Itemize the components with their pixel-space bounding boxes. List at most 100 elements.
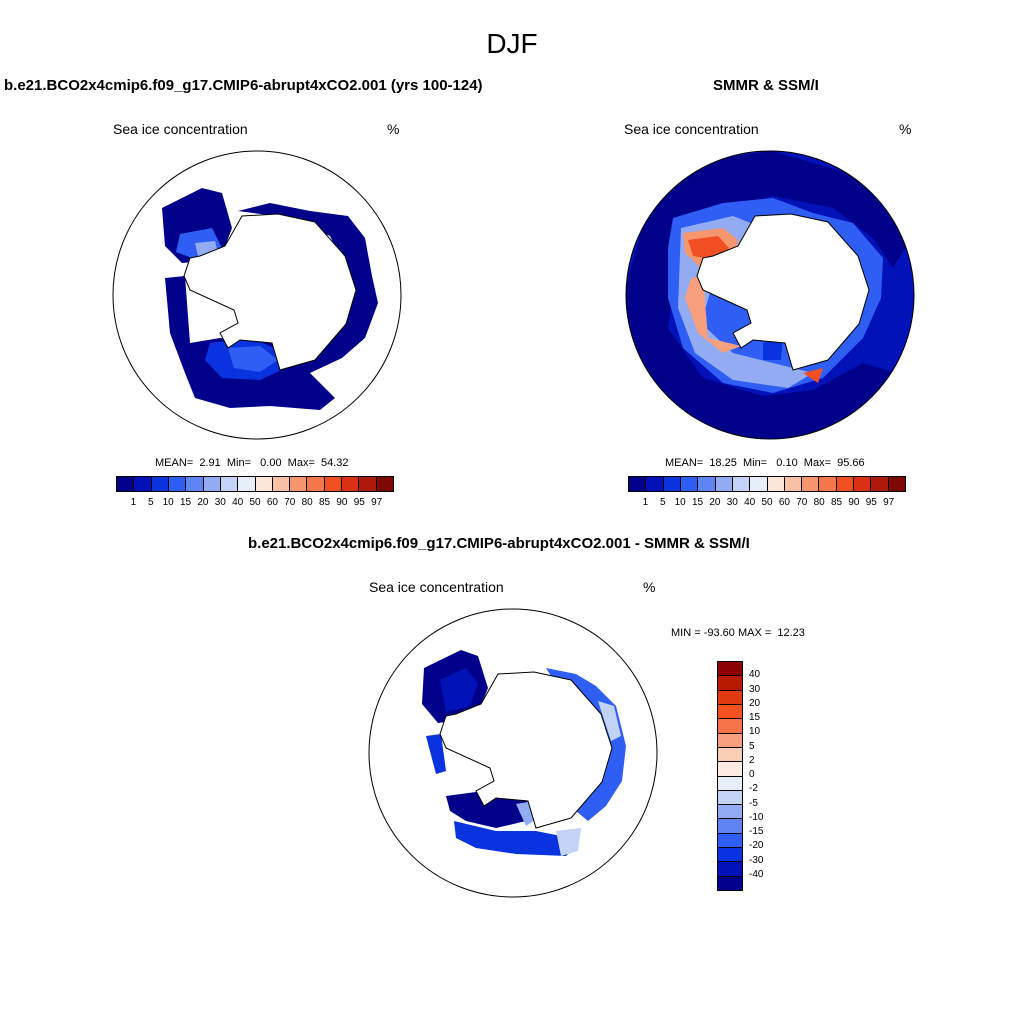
colorbar-tick-label: 30 [214, 497, 226, 508]
colorbar-swatch [718, 690, 742, 705]
colorbar-tick-label: 15 [691, 497, 704, 508]
colorbar-swatch [376, 477, 393, 491]
panel-2-unit-label: % [899, 121, 912, 137]
panel-3-antarctica-outline [439, 671, 613, 829]
colorbar-tick-label: 85 [318, 497, 331, 508]
colorbar-tick-label: 10 [749, 726, 761, 738]
colorbar-swatch [359, 477, 377, 491]
colorbar-swatch [151, 477, 169, 491]
colorbar-tick-label: 5 [659, 497, 666, 508]
panel-1-statistics: MEAN= 2.91 Min= 0.00 Max= 54.32 [155, 457, 349, 469]
colorbar-tick-label: -15 [749, 826, 764, 837]
colorbar-tick-label: -30 [749, 854, 764, 866]
panel-3-colorbar-labels: 40 30 20 15 10 5 2 0 -2 -5 -10 -15 -20 -30 -40 [749, 661, 789, 891]
colorbar-swatch [663, 477, 681, 491]
colorbar-swatch [888, 477, 905, 491]
colorbar-tick-label: 20 [709, 497, 721, 508]
panel-3-unit-label: % [643, 579, 656, 595]
colorbar-tick-label: 80 [301, 497, 313, 508]
colorbar-tick-label: 95 [865, 497, 877, 508]
colorbar-tick-label: 10 [674, 497, 686, 508]
colorbar-tick-label: 15 [749, 712, 761, 723]
figure-title: DJF [486, 28, 538, 59]
colorbar-swatch [646, 477, 664, 491]
colorbar-tick-label: -40 [749, 868, 764, 880]
colorbar-swatch [718, 762, 742, 777]
colorbar-tick-label: 5 [749, 740, 755, 752]
panel-2-polar-map [625, 150, 915, 440]
panel-1-colorbar-labels: 1 5 10 15 20 30 40 50 60 70 80 85 90 95 97 [116, 497, 394, 511]
colorbar-swatch [718, 704, 742, 720]
colorbar-tick-label: 40 [744, 497, 756, 508]
panel-3-difference-field [422, 650, 626, 856]
colorbar-swatch [718, 662, 742, 677]
panel-1-colorbar [116, 476, 394, 492]
panel-3-polar-map [368, 608, 658, 898]
colorbar-swatch [255, 477, 273, 491]
colorbar-swatch [718, 747, 742, 763]
colorbar-swatch [698, 477, 716, 491]
colorbar-swatch [836, 477, 855, 491]
colorbar-tick-label: 20 [197, 497, 209, 508]
colorbar-tick-label: 1 [642, 497, 649, 508]
colorbar-swatch [718, 733, 742, 748]
colorbar-tick-label: 90 [336, 497, 348, 508]
colorbar-tick-label: 60 [778, 497, 790, 508]
colorbar-swatch [871, 477, 889, 491]
colorbar-tick-label: 10 [162, 497, 174, 508]
colorbar-swatch [718, 719, 742, 734]
colorbar-swatch [732, 477, 751, 491]
colorbar-tick-label: 30 [749, 683, 761, 695]
colorbar-tick-label: -2 [749, 783, 758, 795]
colorbar-swatch [290, 477, 308, 491]
panel-2-colorbar [628, 476, 906, 492]
panel-1-map-boundary [112, 150, 402, 440]
colorbar-tick-label: 30 [726, 497, 738, 508]
colorbar-tick-label: 95 [353, 497, 365, 508]
colorbar-tick-label: 40 [232, 497, 244, 508]
panel-1-antarctica-outline [183, 213, 357, 371]
colorbar-tick-label: 5 [147, 497, 154, 508]
colorbar-tick-label: 70 [284, 497, 296, 508]
colorbar-swatch [802, 477, 820, 491]
colorbar-tick-label: 50 [761, 497, 773, 508]
panel-2-statistics: MEAN= 18.25 Min= 0.10 Max= 95.66 [665, 457, 865, 469]
colorbar-swatch [767, 477, 785, 491]
colorbar-swatch [718, 790, 742, 806]
colorbar-swatch [718, 848, 742, 863]
colorbar-tick-label: 90 [848, 497, 860, 508]
panel-2-variable-label: Sea ice concentration [624, 121, 759, 137]
panel-1-polar-map [112, 150, 402, 440]
colorbar-swatch [238, 477, 256, 491]
colorbar-swatch [168, 477, 187, 491]
panel-3-variable-label: Sea ice concentration [369, 579, 504, 595]
colorbar-tick-label: 2 [749, 754, 755, 766]
colorbar-tick-label: 40 [749, 669, 761, 681]
colorbar-swatch [718, 776, 742, 791]
colorbar-tick-label: 0 [749, 769, 755, 780]
colorbar-swatch [750, 477, 768, 491]
panel-1-ice-field [162, 188, 378, 410]
colorbar-swatch [854, 477, 872, 491]
panel-3-statistics: MIN = -93.60 MAX = 12.23 [671, 627, 805, 639]
colorbar-swatch [715, 477, 733, 491]
panel-3-title: b.e21.BCO2x4cmip6.f09_g17.CMIP6-abrupt4x… [248, 535, 750, 552]
colorbar-tick-label: 80 [813, 497, 825, 508]
colorbar-swatch [324, 477, 343, 491]
colorbar-tick-label: 85 [830, 497, 843, 508]
colorbar-tick-label: 97 [883, 497, 895, 508]
panel-1-variable-label: Sea ice concentration [113, 121, 248, 137]
colorbar-swatch [784, 477, 803, 491]
colorbar-swatch [186, 477, 204, 491]
colorbar-swatch [272, 477, 291, 491]
panel-2-antarctica-outline [696, 213, 870, 371]
colorbar-swatch [680, 477, 699, 491]
colorbar-swatch [819, 477, 837, 491]
panel-1-title: b.e21.BCO2x4cmip6.f09_g17.CMIP6-abrupt4x… [4, 77, 483, 94]
colorbar-tick-label: -10 [749, 811, 764, 823]
colorbar-swatch [718, 805, 742, 820]
colorbar-tick-label: 60 [266, 497, 278, 508]
colorbar-swatch [718, 833, 742, 849]
colorbar-tick-label: 70 [796, 497, 808, 508]
colorbar-tick-label: 20 [749, 697, 761, 709]
